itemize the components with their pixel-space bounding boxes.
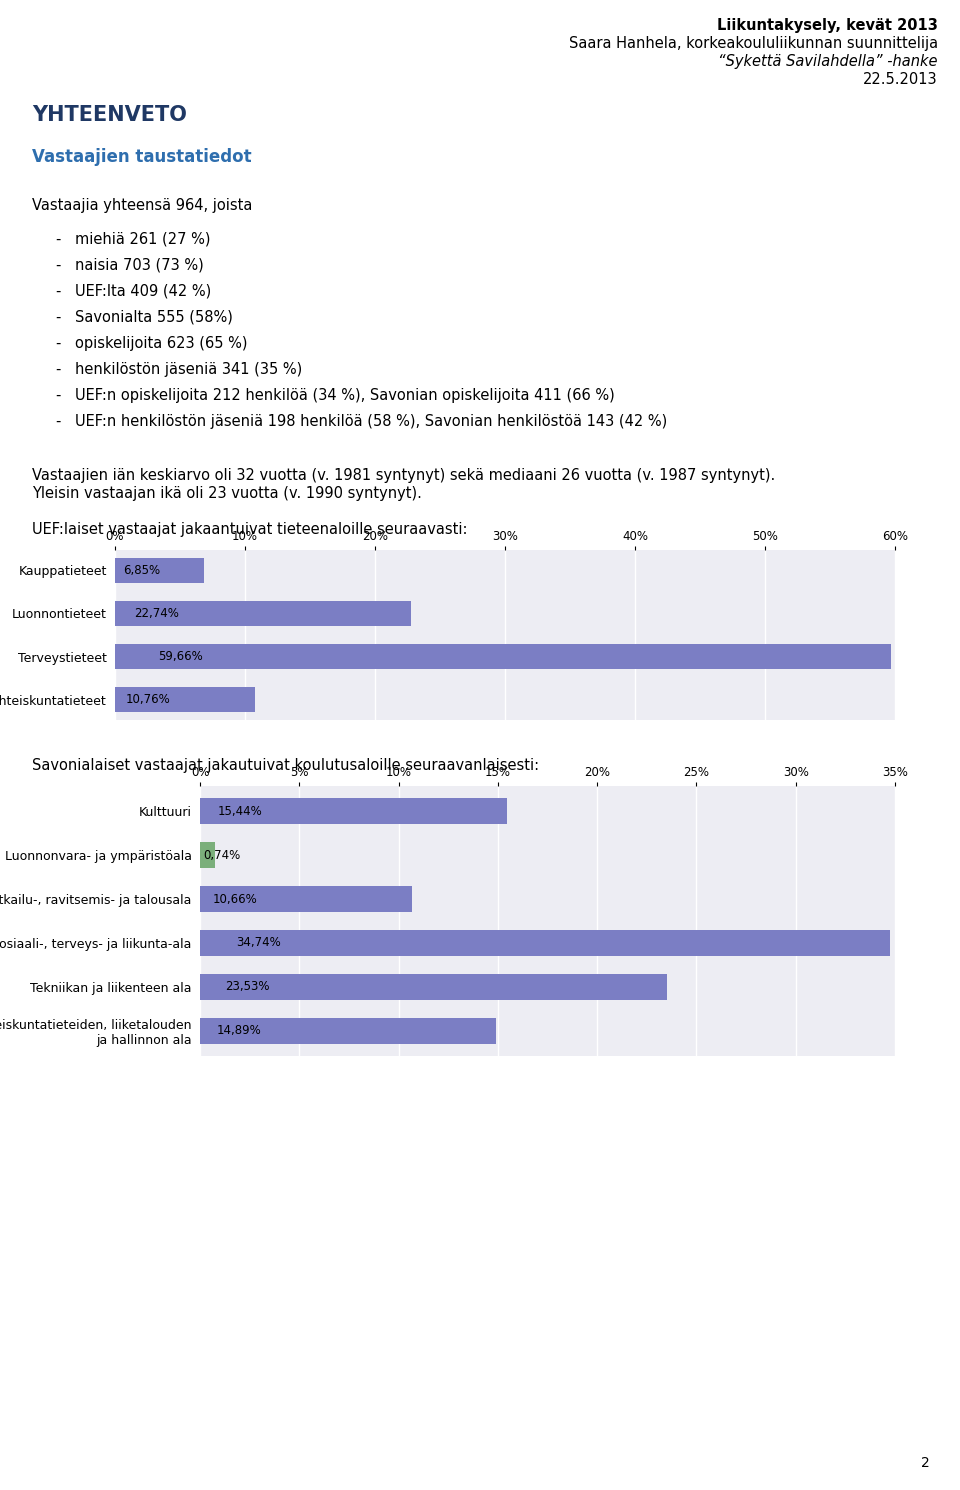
Text: Liikuntakysely, kevät 2013: Liikuntakysely, kevät 2013 [717,18,938,33]
Bar [115,600,411,626]
Text: “Sykettä Savilahdella” -hanke: “Sykettä Savilahdella” -hanke [718,54,938,69]
Text: 59,66%: 59,66% [157,650,203,663]
Bar [115,687,255,712]
Bar [200,842,215,867]
Text: UEF:lta 409 (42 %): UEF:lta 409 (42 %) [75,285,211,299]
Text: Saara Hanhela, korkeakoululiikunnan suunnittelija: Saara Hanhela, korkeakoululiikunnan suun… [569,36,938,51]
Text: UEF:n opiskelijoita 212 henkilöä (34 %), Savonian opiskelijoita 411 (66 %): UEF:n opiskelijoita 212 henkilöä (34 %),… [75,387,614,402]
Text: -: - [55,337,60,352]
Text: -: - [55,232,60,247]
Bar [115,644,891,669]
Text: naisia 703 (73 %): naisia 703 (73 %) [75,258,204,273]
Text: opiskelijoita 623 (65 %): opiskelijoita 623 (65 %) [75,337,248,352]
Bar [200,974,667,1000]
Text: Vastaajia yhteensä 964, joista: Vastaajia yhteensä 964, joista [32,198,252,213]
Text: Savonialta 555 (58%): Savonialta 555 (58%) [75,310,233,325]
Text: miehiä 261 (27 %): miehiä 261 (27 %) [75,232,210,247]
Text: -: - [55,285,60,299]
Text: -: - [55,362,60,377]
Bar [200,887,412,912]
Text: 10,66%: 10,66% [212,893,257,906]
Text: 6,85%: 6,85% [123,563,160,577]
Text: UEF:laiset vastaajat jakaantuivat tieteenaloille seuraavasti:: UEF:laiset vastaajat jakaantuivat tietee… [32,522,468,536]
Text: -: - [55,310,60,325]
Bar [200,930,890,955]
Text: 2: 2 [922,1456,930,1471]
Text: Yleisin vastaajan ikä oli 23 vuotta (v. 1990 syntynyt).: Yleisin vastaajan ikä oli 23 vuotta (v. … [32,486,421,501]
Text: 22.5.2013: 22.5.2013 [863,72,938,86]
Text: 14,89%: 14,89% [217,1025,261,1037]
Bar [115,557,204,583]
Bar [200,799,507,824]
Text: 10,76%: 10,76% [126,693,171,706]
Text: henkilöstön jäseniä 341 (35 %): henkilöstön jäseniä 341 (35 %) [75,362,302,377]
Text: -: - [55,258,60,273]
Text: Vastaajien taustatiedot: Vastaajien taustatiedot [32,148,252,165]
Text: 0,74%: 0,74% [203,848,240,861]
Text: Savonialaiset vastaajat jakautuivat koulutusaloille seuraavanlaisesti:: Savonialaiset vastaajat jakautuivat koul… [32,758,540,773]
Text: YHTEENVETO: YHTEENVETO [32,104,187,125]
Text: UEF:n henkilöstön jäseniä 198 henkilöä (58 %), Savonian henkilöstöä 143 (42 %): UEF:n henkilöstön jäseniä 198 henkilöä (… [75,414,667,429]
Text: 34,74%: 34,74% [236,937,281,949]
Bar [200,1018,495,1043]
Text: -: - [55,414,60,429]
Text: Vastaajien iän keskiarvo oli 32 vuotta (v. 1981 syntynyt) sekä mediaani 26 vuott: Vastaajien iän keskiarvo oli 32 vuotta (… [32,468,776,483]
Text: 15,44%: 15,44% [217,805,262,818]
Text: 22,74%: 22,74% [133,606,179,620]
Text: -: - [55,387,60,402]
Text: 23,53%: 23,53% [226,980,270,994]
